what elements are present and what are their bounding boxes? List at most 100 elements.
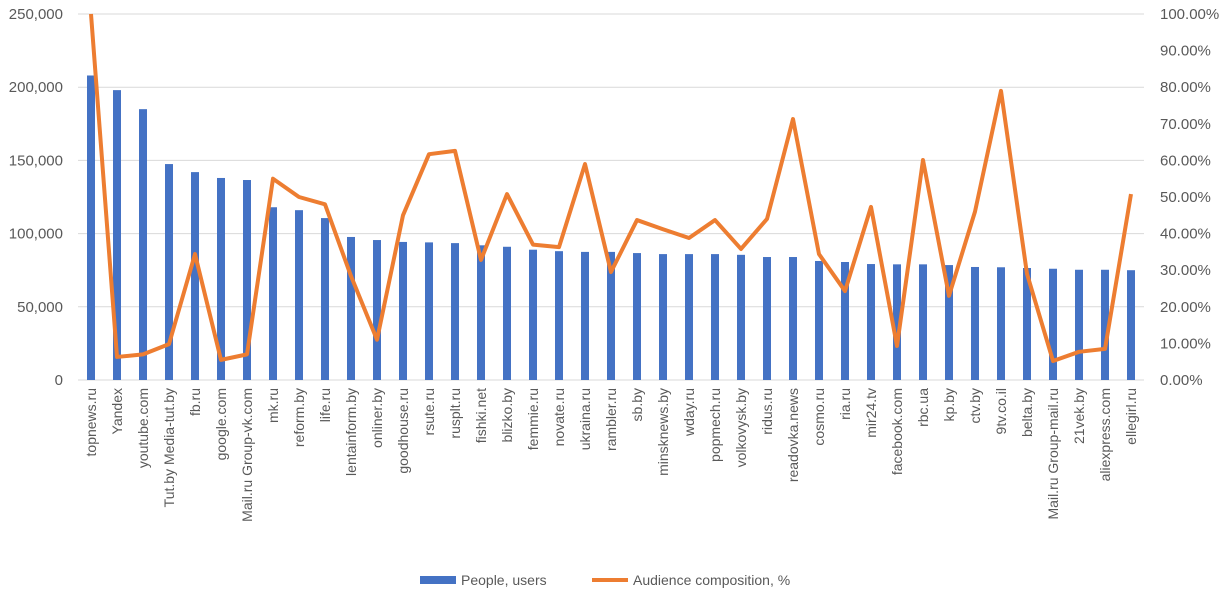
bar [633, 253, 641, 380]
left-axis-tick-label: 200,000 [9, 79, 63, 96]
category-label: life.ru [317, 388, 333, 422]
category-label: onliner.by [369, 388, 385, 448]
right-axis-tick-label: 10.00% [1160, 335, 1211, 352]
bar [659, 254, 667, 380]
bar [841, 262, 849, 380]
category-label: ctv.by [967, 388, 983, 424]
bar [997, 267, 1005, 380]
bar [399, 241, 407, 380]
bar [867, 264, 875, 380]
bar [321, 218, 329, 380]
category-label: youtube.com [135, 388, 151, 468]
bar [347, 236, 355, 380]
bar [581, 251, 589, 380]
category-label: ukraina.ru [577, 388, 593, 450]
category-label: readovka.news [785, 388, 801, 482]
legend-swatch-people [420, 576, 456, 584]
right-axis-tick-label: 30.00% [1160, 262, 1211, 279]
right-axis-tick-label: 40.00% [1160, 226, 1211, 243]
bar [295, 210, 303, 380]
category-label: femmie.ru [525, 388, 541, 450]
category-label: lentainform.by [343, 388, 359, 476]
bar [555, 251, 563, 380]
category-label: rusplt.ru [447, 388, 463, 439]
bar [191, 172, 199, 380]
bar [971, 266, 979, 380]
category-label: ellegirl.ru [1123, 388, 1139, 445]
category-label: wday.ru [681, 388, 697, 437]
left-axis-tick-label: 150,000 [9, 152, 63, 169]
category-label: fb.ru [187, 388, 203, 416]
bar [1049, 268, 1057, 380]
category-label: ridus.ru [759, 388, 775, 435]
bar [217, 177, 225, 380]
bar [503, 246, 511, 380]
bar [1101, 269, 1109, 380]
right-axis-tick-label: 0.00% [1160, 372, 1203, 389]
bar [243, 180, 251, 380]
bar [893, 264, 901, 380]
bar [945, 265, 953, 380]
category-label: kp.by [941, 388, 957, 421]
category-label: topnews.ru [83, 388, 99, 456]
bar [165, 164, 173, 380]
category-label: mk.ru [265, 388, 281, 423]
right-axis-tick-label: 80.00% [1160, 79, 1211, 96]
category-label: Yandex [109, 388, 125, 434]
category-label: ria.ru [837, 388, 853, 420]
right-axis-tick-label: 50.00% [1160, 189, 1211, 206]
legend: People, users Audience composition, % [420, 572, 790, 588]
category-label: Tut.by Media-tut.by [161, 388, 177, 507]
left-axis-tick-label: 50,000 [17, 299, 63, 316]
category-label: volkovysk.by [733, 388, 749, 467]
left-axis-ticks: 0 50,000 100,000 150,000 200,000 250,000 [9, 6, 63, 389]
category-label: reform.by [291, 388, 307, 447]
bar [477, 245, 485, 380]
category-label: facebook.com [889, 388, 905, 475]
category-label: fishki.net [473, 388, 489, 443]
bar [789, 257, 797, 380]
bar [425, 242, 433, 380]
bar [529, 249, 537, 380]
bar [919, 264, 927, 380]
category-label: minsknews.by [655, 388, 671, 476]
bar [269, 207, 277, 380]
right-axis-ticks: 0.00% 10.00% 20.00% 30.00% 40.00% 50.00% 60.00… [1160, 6, 1219, 389]
bar [1075, 269, 1083, 380]
bar [685, 254, 693, 380]
category-label: rbc.ua [915, 388, 931, 427]
category-label: blizko.by [499, 388, 515, 442]
category-label: mir24.tv [863, 388, 879, 438]
bar [1023, 268, 1031, 380]
category-label: rambler.ru [603, 388, 619, 451]
category-label: aliexpress.com [1097, 388, 1113, 481]
bar [139, 109, 147, 380]
category-label: sb.by [629, 388, 645, 421]
line-series [89, 13, 1133, 363]
category-label: rsute.ru [421, 388, 437, 435]
right-axis-tick-label: 100.00% [1160, 6, 1219, 23]
left-axis-tick-label: 100,000 [9, 226, 63, 243]
category-label: cosmo.ru [811, 388, 827, 446]
left-axis-tick-label: 0 [55, 372, 63, 389]
category-label: 9tv.co.il [993, 388, 1009, 434]
category-label: Mail.ru Group-mail.ru [1045, 388, 1061, 519]
category-label: google.com [213, 388, 229, 460]
category-label: popmech.ru [707, 388, 723, 462]
bar-series [87, 75, 1135, 381]
bar [711, 254, 719, 380]
category-labels: topnews.ru Yandex youtube.com Tut.by Media-… [83, 388, 1139, 522]
bar [373, 240, 381, 380]
legend-label-audience: Audience composition, % [633, 572, 790, 588]
left-axis-tick-label: 250,000 [9, 6, 63, 23]
bar [113, 90, 121, 381]
right-axis-tick-label: 90.00% [1160, 43, 1211, 60]
right-axis-tick-label: 70.00% [1160, 116, 1211, 133]
bar [451, 243, 459, 380]
category-label: goodhouse.ru [395, 388, 411, 474]
right-axis-tick-label: 20.00% [1160, 299, 1211, 316]
bar [87, 75, 95, 380]
right-axis-tick-label: 60.00% [1160, 152, 1211, 169]
